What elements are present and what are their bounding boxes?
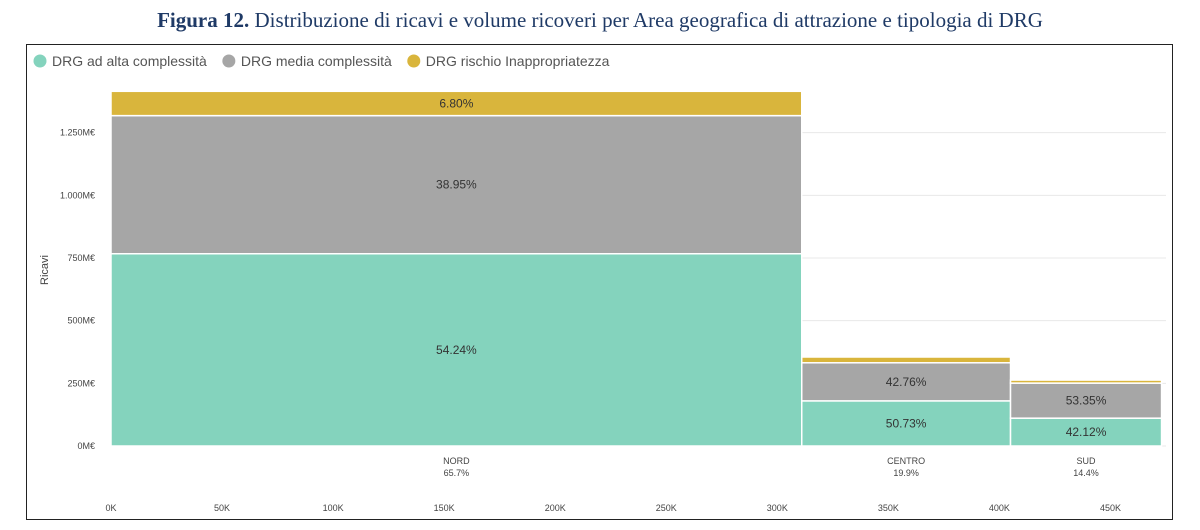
- bar-segment-centro-2: [800, 356, 1012, 364]
- category-share-1: 19.9%: [893, 468, 919, 478]
- legend-label-0: DRG ad alta complessità: [52, 53, 207, 69]
- x-tick-label-6: 300K: [767, 503, 788, 513]
- legend-label-2: DRG rischio Inappropriatezza: [426, 53, 610, 69]
- segment-label-nord-0: 54.24%: [436, 343, 477, 357]
- y-tick-label-4: 1.000M€: [60, 190, 95, 200]
- legend-label-1: DRG media complessità: [241, 53, 392, 69]
- x-tick-label-7: 350K: [878, 503, 899, 513]
- category-label-0: NORD: [443, 456, 470, 466]
- x-tick-label-8: 400K: [989, 503, 1010, 513]
- x-tick-label-2: 100K: [323, 503, 344, 513]
- legend-marker-0: [33, 54, 47, 68]
- x-tick-label-0: 0K: [105, 503, 116, 513]
- y-tick-label-3: 750M€: [67, 253, 95, 263]
- segment-label-sud-0: 42.12%: [1066, 425, 1107, 439]
- y-tick-label-0: 0M€: [77, 441, 95, 451]
- category-share-0: 65.7%: [444, 468, 470, 478]
- legend-marker-1: [222, 54, 236, 68]
- y-tick-label-5: 1.250M€: [60, 128, 95, 138]
- figure-title: Figura 12. Distribuzione di ricavi e vol…: [0, 8, 1200, 33]
- bar-segment-sud-0: [1009, 417, 1163, 447]
- segment-label-centro-0: 50.73%: [886, 416, 927, 430]
- category-share-2: 14.4%: [1073, 468, 1099, 478]
- segment-label-nord-2: 6.80%: [439, 96, 473, 110]
- y-tick-label-1: 250M€: [67, 378, 95, 388]
- y-tick-label-2: 500M€: [67, 316, 95, 326]
- x-tick-label-1: 50K: [214, 503, 230, 513]
- figure-title-text: Distribuzione di ricavi e volume ricover…: [249, 8, 1043, 32]
- bar-segment-nord-0: [110, 252, 803, 447]
- bar-segment-centro-1: [800, 362, 1012, 402]
- x-tick-label-9: 450K: [1100, 503, 1121, 513]
- category-label-2: SUD: [1077, 456, 1097, 466]
- bar-segment-sud-1: [1009, 382, 1163, 419]
- figure-title-number: Figura 12.: [157, 8, 250, 32]
- segment-label-centro-1: 42.76%: [886, 375, 927, 389]
- x-tick-label-4: 200K: [545, 503, 566, 513]
- bar-segment-centro-0: [800, 400, 1012, 447]
- x-tick-label-3: 150K: [434, 503, 455, 513]
- bar-segment-sud-2: [1009, 379, 1163, 384]
- category-label-1: CENTRO: [887, 456, 925, 466]
- x-tick-label-5: 250K: [656, 503, 677, 513]
- y-axis-title: Ricavi: [39, 255, 51, 285]
- segment-label-sud-1: 53.35%: [1066, 394, 1107, 408]
- segment-label-nord-1: 38.95%: [436, 178, 477, 192]
- legend-marker-2: [407, 54, 421, 68]
- bar-segment-nord-2: [110, 90, 803, 117]
